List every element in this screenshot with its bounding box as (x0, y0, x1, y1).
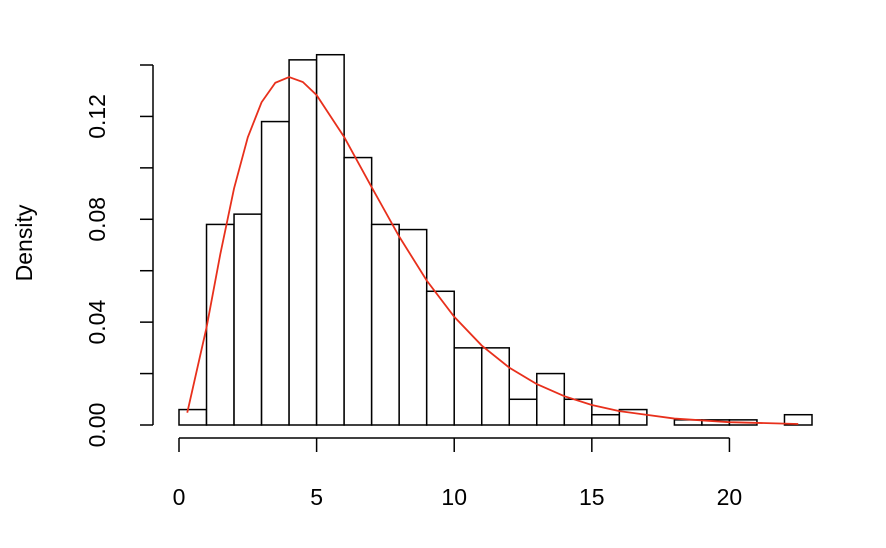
x-tick-label: 0 (173, 484, 186, 510)
histogram-bar (453, 347, 483, 426)
histogram-bar (178, 408, 208, 426)
histogram-bar (783, 413, 813, 426)
histogram-bar (536, 372, 566, 426)
histogram-bar (260, 120, 290, 426)
y-tick-label: 0.12 (84, 94, 110, 139)
y-tick-label: 0.00 (84, 403, 110, 448)
histogram-bar (480, 347, 511, 426)
histogram-bar (591, 413, 621, 426)
histogram-bar (233, 213, 263, 426)
y-tick-label: 0.04 (84, 300, 110, 345)
x-tick-label: 5 (310, 484, 323, 510)
histogram-bar (315, 53, 345, 426)
x-tick-label: 10 (441, 484, 467, 510)
histogram-bar (425, 290, 455, 426)
x-tick-label: 15 (579, 484, 605, 510)
histogram-bar (343, 156, 373, 426)
histogram-bar (508, 398, 538, 426)
y-tick-label: 0.08 (84, 197, 110, 242)
histogram-bar (370, 223, 400, 426)
density-curve (186, 76, 799, 425)
x-tick-label: 20 (717, 484, 743, 510)
y-axis-label: Density (11, 204, 37, 281)
histogram-bar (288, 59, 318, 426)
